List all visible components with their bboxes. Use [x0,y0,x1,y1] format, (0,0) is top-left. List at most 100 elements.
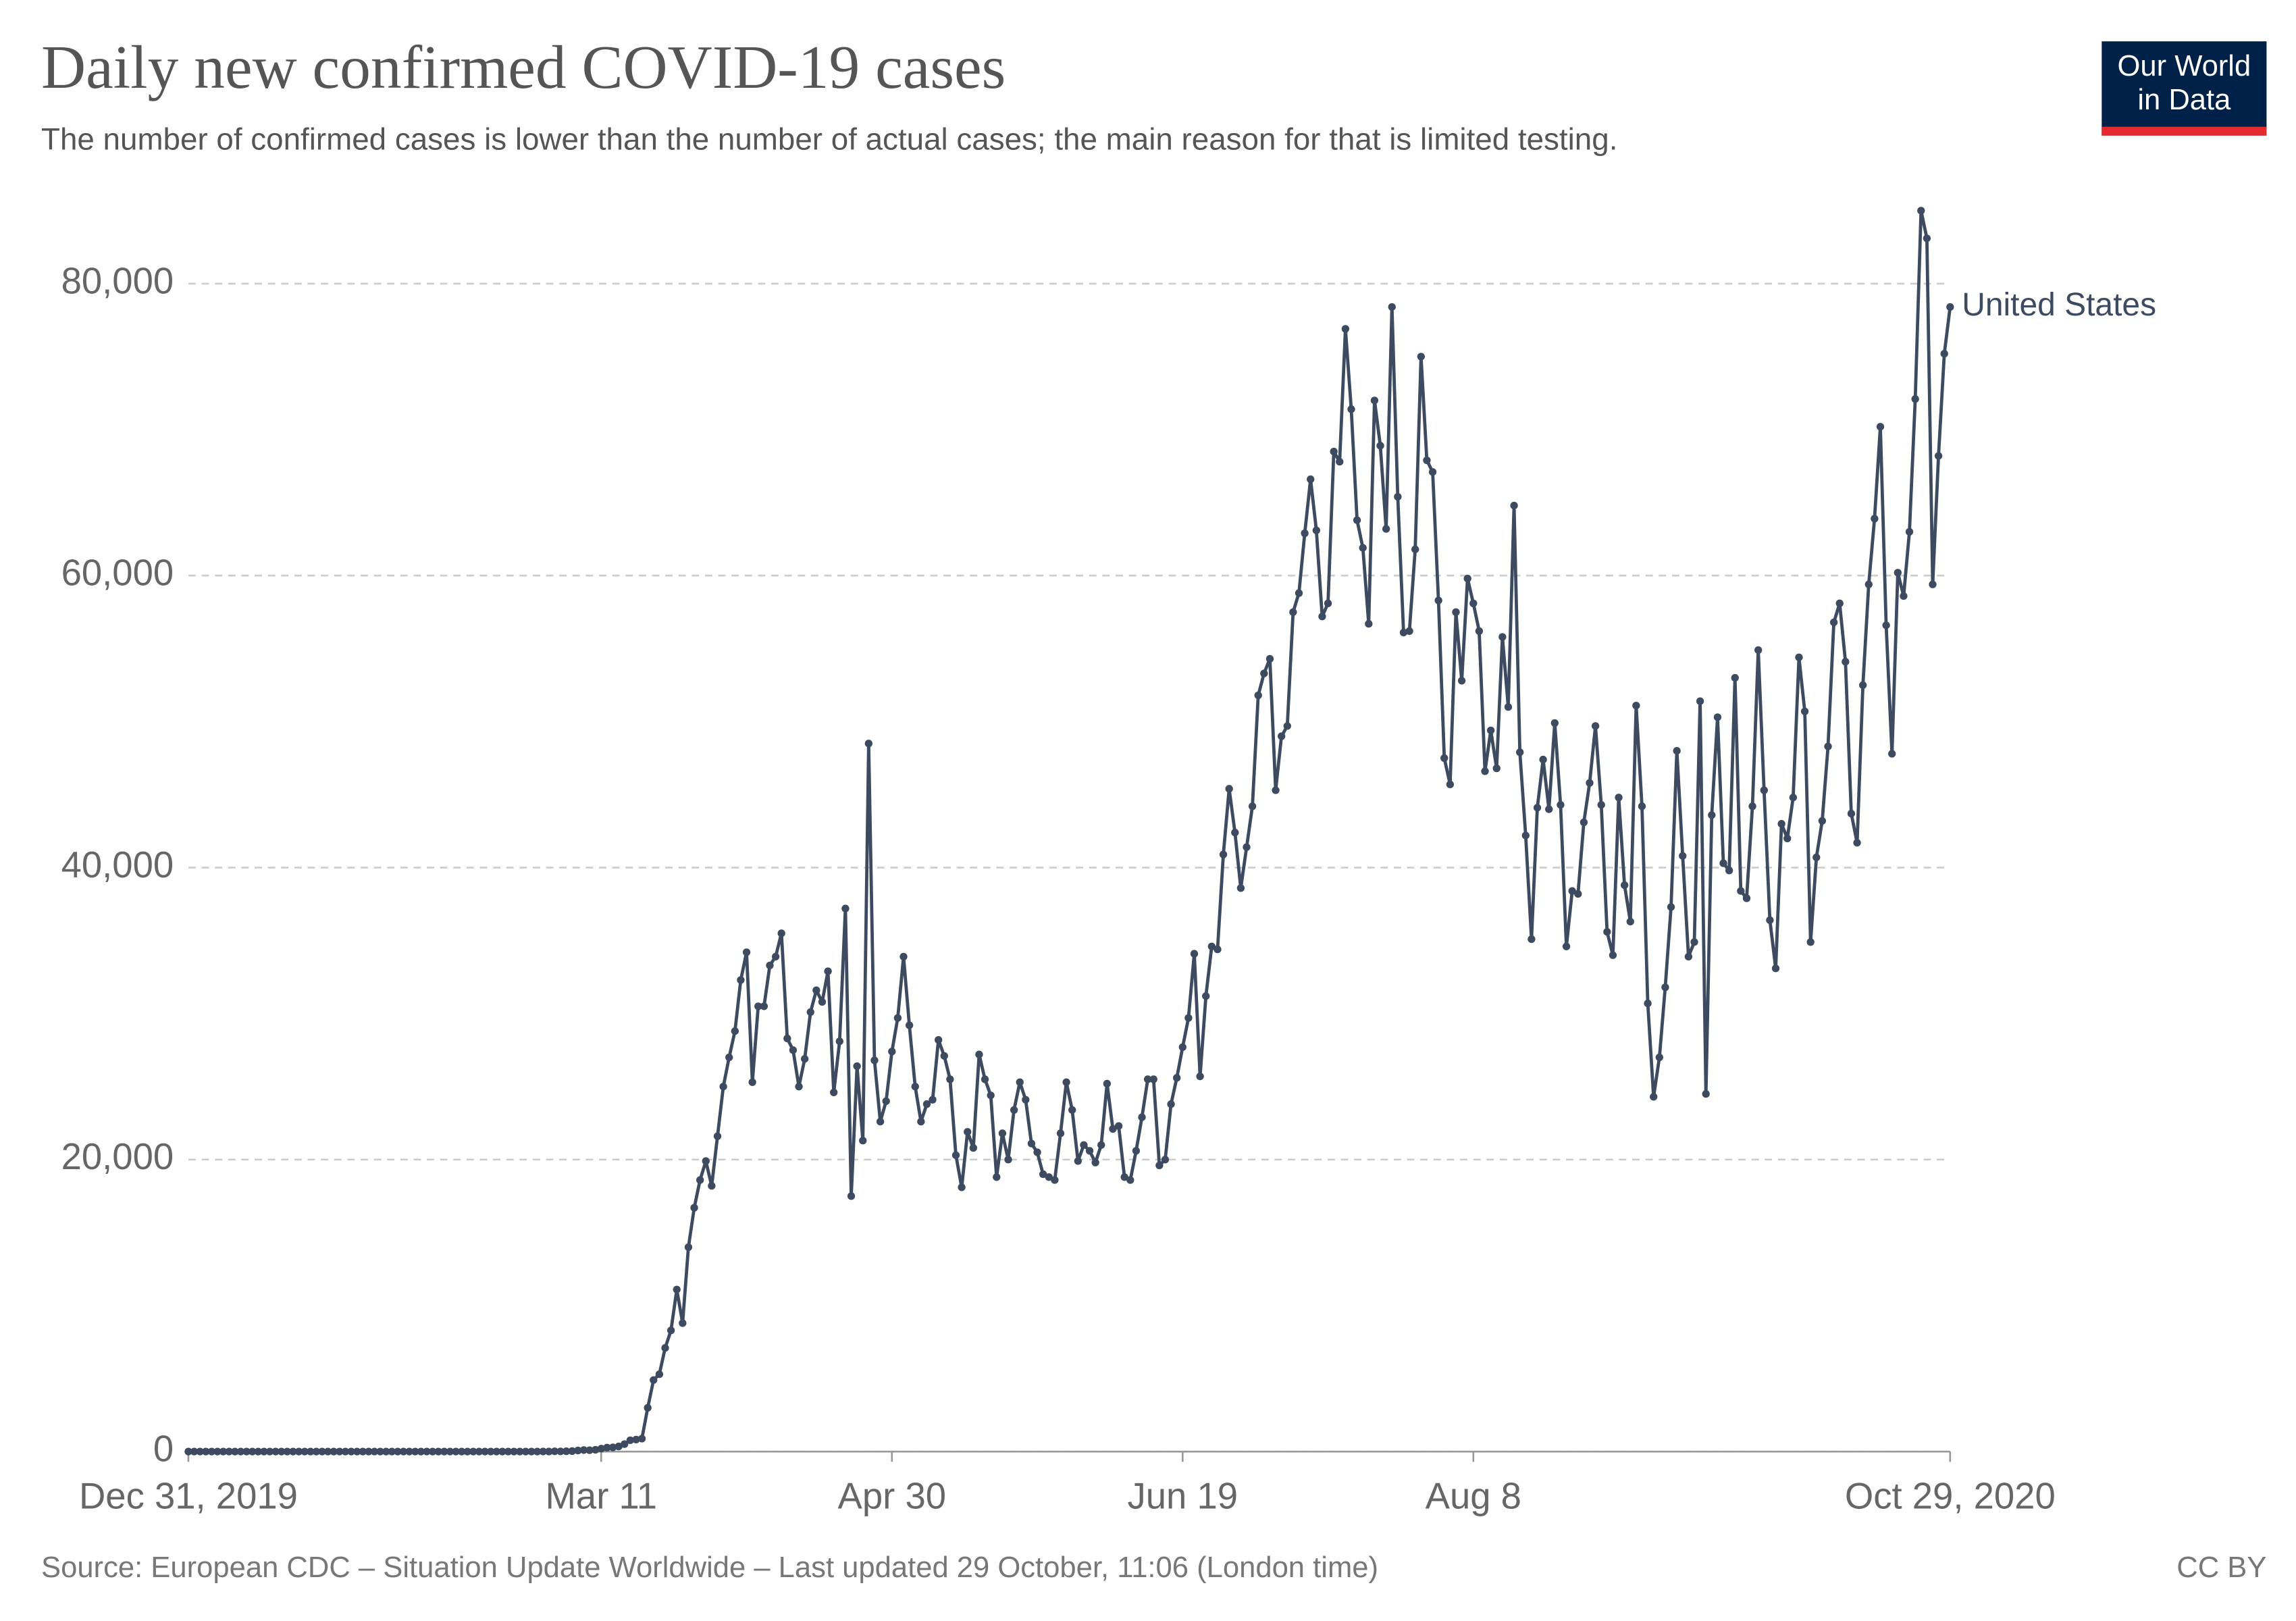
data-point [1283,722,1291,730]
data-point [1783,834,1792,842]
data-point [388,1447,396,1456]
data-point [219,1447,228,1456]
data-point [1469,599,1478,607]
data-point [231,1447,239,1456]
data-point [1033,1148,1041,1156]
data-point [370,1447,379,1456]
data-point [1818,817,1827,825]
data-point [1248,802,1257,810]
data-point [946,1075,954,1083]
data-point [394,1447,402,1456]
data-point [359,1447,367,1456]
data-point [341,1447,350,1456]
data-point [1615,794,1623,802]
data-point [1330,447,1338,456]
data-point [1871,515,1879,523]
data-point [760,1002,768,1010]
x-tick-label: Apr 30 [838,1475,946,1516]
logo-text: Our World [2117,50,2251,82]
data-point [1109,1125,1117,1133]
data-point [1638,802,1646,810]
data-point [1225,785,1233,793]
data-point [783,1034,791,1043]
data-point [1207,942,1216,950]
data-point [1353,516,1361,524]
data-point [1190,950,1199,958]
data-point [1405,627,1413,636]
data-point [626,1436,635,1445]
data-point [1620,881,1629,890]
data-point [1760,786,1768,794]
data-point [1091,1158,1099,1166]
data-point [498,1447,506,1456]
data-point [789,1046,798,1054]
data-point [487,1447,495,1456]
data-point [533,1447,542,1456]
data-point [1289,608,1297,616]
data-point [754,1002,762,1010]
data-point [428,1447,437,1456]
data-point [1452,608,1460,616]
data-point [527,1447,536,1456]
data-point [667,1327,675,1335]
data-point [632,1435,640,1444]
data-point [1946,303,1954,311]
license: CC BY [2176,1551,2266,1584]
data-point [1173,1074,1181,1082]
x-tick-label: Jun 19 [1128,1475,1238,1516]
data-point [847,1192,856,1200]
data-point [521,1447,530,1456]
data-point [684,1243,693,1252]
data-point [1923,234,1931,242]
x-tick-label: Mar 11 [546,1475,657,1516]
data-point [1010,1106,1018,1114]
data-point [1771,964,1780,973]
data-point [835,1037,843,1046]
data-point [1254,691,1262,700]
data-point [853,1062,861,1071]
data-point [597,1445,605,1453]
data-point [1876,423,1885,431]
data-point [510,1447,518,1456]
data-point [475,1447,484,1456]
data-point [615,1442,623,1451]
data-point [935,1035,943,1044]
data-point [1557,800,1565,809]
data-point [283,1447,292,1456]
data-point [579,1446,588,1454]
data-point [405,1447,413,1456]
data-point [742,948,751,956]
data-point [1690,938,1698,946]
data-point [492,1447,500,1456]
data-point [516,1447,524,1456]
data-point [1056,1129,1065,1137]
data-point [323,1447,332,1456]
data-point [893,1014,902,1022]
logo-box [2102,41,2267,136]
data-point [202,1447,210,1456]
data-point [1138,1113,1146,1121]
data-point [1550,719,1559,727]
data-point [1440,754,1449,763]
data-point [870,1056,879,1064]
data-point [899,952,908,961]
data-point [1748,802,1756,810]
logo: Our World in Data [2102,41,2267,136]
data-point [940,1052,948,1060]
data-point [1022,1096,1030,1104]
data-point [644,1404,652,1412]
data-point [800,1055,809,1063]
data-point [1132,1147,1141,1155]
logo-bar [2102,126,2267,136]
data-point [1842,658,1850,666]
data-point [1423,456,1431,465]
data-point [1196,1072,1204,1081]
data-point [1696,697,1704,705]
data-point [271,1447,280,1456]
data-point [655,1370,664,1379]
data-point [1516,748,1524,756]
data-point [260,1447,268,1456]
data-point [1097,1141,1105,1149]
data-point [1016,1078,1024,1086]
data-point [922,1100,931,1108]
